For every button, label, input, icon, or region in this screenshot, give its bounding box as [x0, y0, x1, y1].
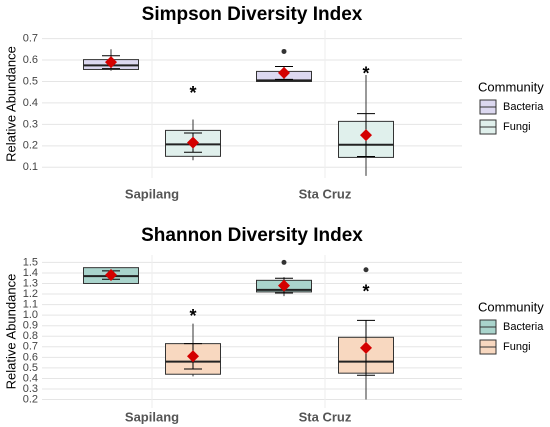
x-tick-label: Sapilang — [125, 186, 179, 201]
y-tick-label: 0.1 — [23, 161, 38, 173]
y-tick-label: 0.4 — [23, 97, 38, 109]
y-tick-label: 1.0 — [23, 309, 38, 321]
y-tick-label: 0.2 — [23, 393, 38, 405]
chart-title: Shannon Diversity Index — [141, 225, 363, 246]
mean-marker — [105, 56, 117, 69]
mean-marker — [278, 279, 290, 292]
y-tick-label: 0.9 — [23, 320, 38, 332]
y-tick-label: 0.2 — [23, 140, 38, 152]
y-tick-label: 1.5 — [23, 256, 38, 268]
mean-marker — [187, 350, 199, 363]
outlier — [363, 267, 369, 273]
y-tick-label: 0.6 — [23, 351, 38, 363]
legend-item: Bacteria — [503, 101, 544, 113]
y-tick-label: 0.5 — [23, 75, 38, 87]
y-tick-label: 0.5 — [23, 362, 38, 374]
mean-marker — [278, 66, 290, 79]
outlier — [281, 259, 287, 265]
y-axis-label: Relative Abundance — [3, 274, 18, 390]
outlier — [281, 48, 287, 54]
y-tick-label: 0.7 — [23, 341, 38, 353]
chart-title: Simpson Diversity Index — [142, 4, 363, 25]
y-tick-label: 0.3 — [23, 383, 38, 395]
x-tick-label: Sta Cruz — [299, 186, 352, 201]
significance-label: * — [362, 64, 369, 84]
x-tick-label: Sta Cruz — [299, 409, 352, 424]
y-tick-label: 1.2 — [23, 288, 38, 300]
y-tick-label: 1.1 — [23, 298, 38, 310]
significance-label: * — [189, 306, 196, 326]
y-axis-label: Relative Abundance — [3, 46, 18, 162]
y-tick-label: 0.6 — [23, 54, 38, 66]
legend-title: Community — [478, 79, 544, 94]
y-tick-label: 1.3 — [23, 277, 38, 289]
y-tick-label: 0.3 — [23, 118, 38, 130]
y-tick-label: 0.7 — [23, 32, 38, 44]
y-tick-label: 0.4 — [23, 372, 38, 384]
significance-label: * — [362, 282, 369, 302]
mean-marker — [360, 129, 372, 142]
significance-label: * — [189, 83, 196, 103]
legend-item: Bacteria — [503, 321, 544, 333]
mean-marker — [360, 341, 372, 354]
mean-marker — [105, 269, 117, 282]
legend-item: Fungi — [503, 121, 531, 133]
legend-item: Fungi — [503, 341, 531, 353]
legend-title: Community — [478, 299, 544, 314]
y-tick-label: 1.4 — [23, 267, 38, 279]
mean-marker — [187, 136, 199, 149]
x-tick-label: Sapilang — [125, 409, 179, 424]
y-tick-label: 0.8 — [23, 330, 38, 342]
